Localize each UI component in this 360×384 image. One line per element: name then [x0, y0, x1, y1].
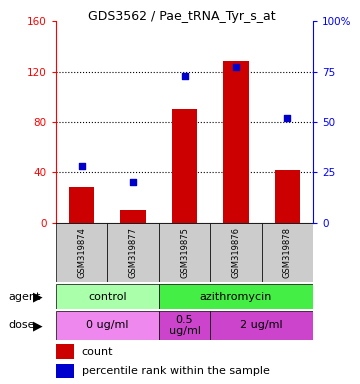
- FancyBboxPatch shape: [56, 284, 159, 309]
- Bar: [172, 109, 197, 223]
- FancyBboxPatch shape: [262, 223, 313, 282]
- Text: GSM319876: GSM319876: [231, 227, 240, 278]
- Bar: [120, 210, 146, 223]
- FancyBboxPatch shape: [56, 311, 159, 340]
- FancyBboxPatch shape: [159, 311, 210, 340]
- FancyBboxPatch shape: [56, 223, 107, 282]
- Text: GDS3562 / Pae_tRNA_Tyr_s_at: GDS3562 / Pae_tRNA_Tyr_s_at: [88, 10, 276, 23]
- FancyBboxPatch shape: [159, 223, 210, 282]
- Text: GSM319878: GSM319878: [283, 227, 292, 278]
- Text: 0 ug/ml: 0 ug/ml: [86, 320, 129, 331]
- Text: dose: dose: [8, 320, 35, 331]
- Bar: [56, 364, 74, 378]
- Point: [130, 179, 136, 185]
- Text: percentile rank within the sample: percentile rank within the sample: [81, 366, 269, 376]
- Text: GSM319874: GSM319874: [77, 227, 86, 278]
- Text: GSM319877: GSM319877: [129, 227, 138, 278]
- FancyBboxPatch shape: [210, 223, 262, 282]
- Text: control: control: [88, 291, 127, 302]
- Bar: [275, 170, 300, 223]
- Point: [233, 65, 239, 71]
- Point: [78, 163, 84, 169]
- Point: [284, 115, 290, 121]
- Bar: [56, 344, 74, 359]
- Point: [182, 73, 188, 79]
- Text: ▶: ▶: [33, 290, 42, 303]
- FancyBboxPatch shape: [210, 311, 313, 340]
- Text: azithromycin: azithromycin: [200, 291, 272, 302]
- Text: ▶: ▶: [33, 319, 42, 332]
- FancyBboxPatch shape: [159, 284, 313, 309]
- Text: 2 ug/ml: 2 ug/ml: [240, 320, 283, 331]
- Text: count: count: [81, 347, 113, 357]
- Text: 0.5
ug/ml: 0.5 ug/ml: [168, 314, 201, 336]
- Text: agent: agent: [8, 291, 40, 302]
- Text: GSM319875: GSM319875: [180, 227, 189, 278]
- Bar: [223, 61, 249, 223]
- Bar: [69, 187, 94, 223]
- FancyBboxPatch shape: [107, 223, 159, 282]
